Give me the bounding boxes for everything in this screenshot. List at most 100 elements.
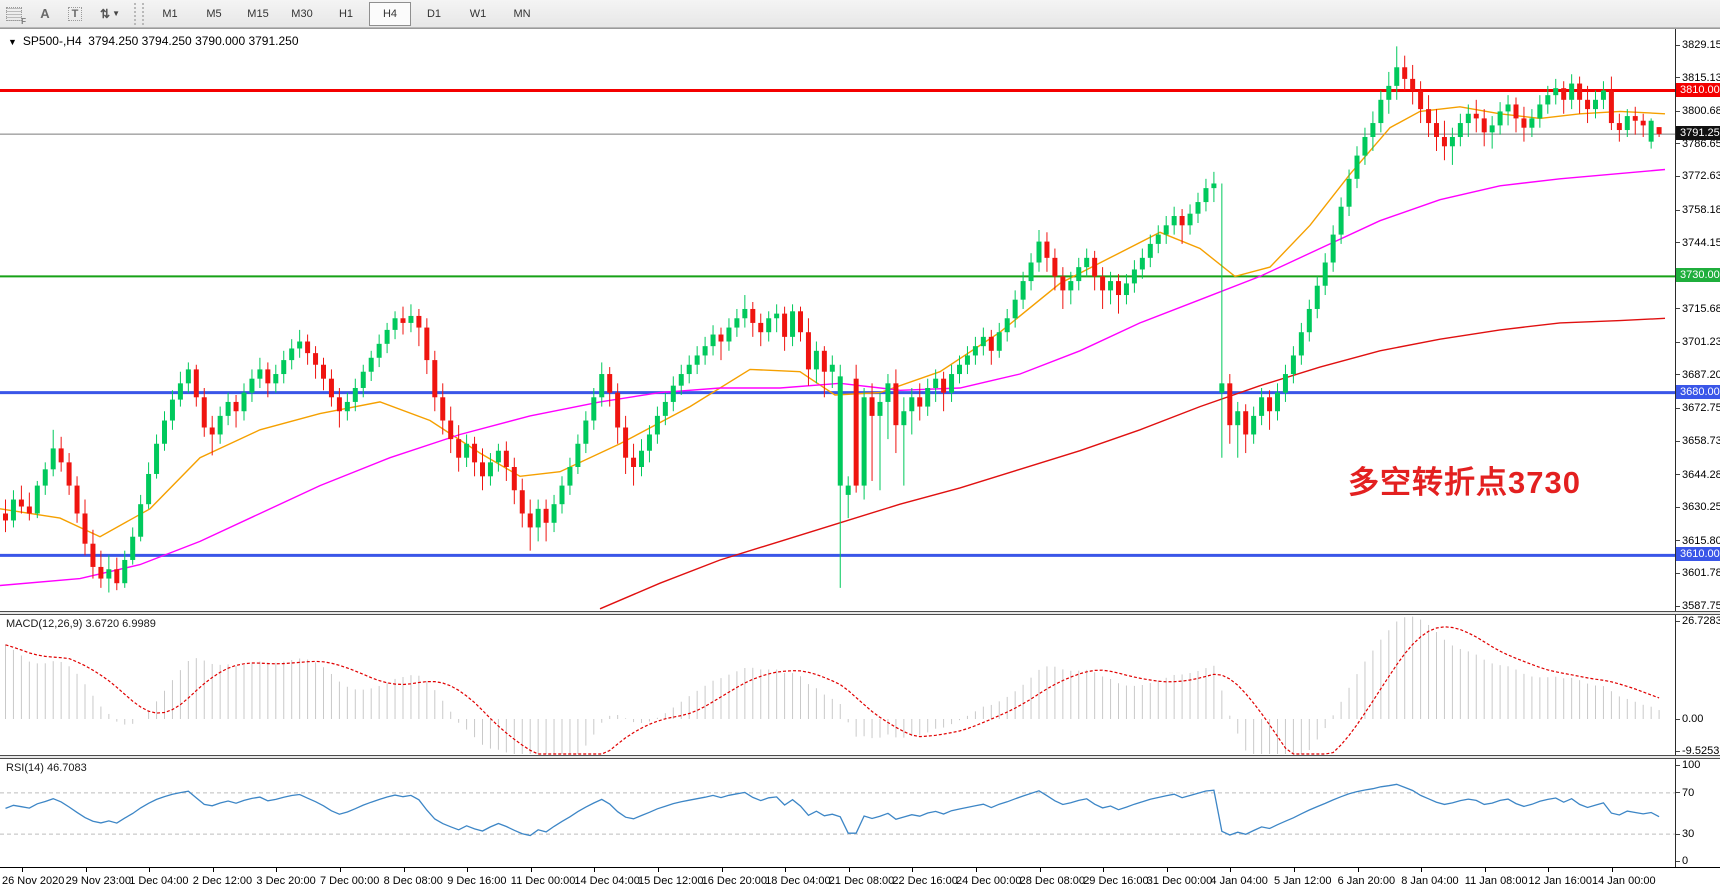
price-tick-label: 3630.255 [1680,501,1720,513]
time-axis-tick [721,868,723,872]
toolbar-drag-handle[interactable] [134,2,144,25]
candle-body [201,397,207,428]
candle [1060,267,1066,309]
timeframe-button-h4[interactable]: H4 [369,1,411,26]
candle-body [1290,355,1296,375]
arrow-tool-button[interactable]: A [30,2,60,26]
candle [42,462,48,495]
price-tick-label: 3815.130 [1680,72,1720,84]
timeframe-button-m30[interactable]: M30 [291,7,313,20]
candle [162,411,167,451]
grid-f-tool-icon[interactable]: F [0,2,30,26]
candle-body [209,427,215,435]
price-axis[interactable]: 3829.155 3815.130 3800.680 3786.655 3772.630… [1675,29,1720,612]
rsi-line [5,783,1660,837]
candle [853,364,859,493]
time-axis-label: 6 Jan 20:00 [1337,875,1396,887]
timeframe-button-h1[interactable]: H1 [338,7,354,20]
rsi-tick-label: 0 [1682,855,1689,867]
candle [1187,204,1193,235]
candle-body [1338,206,1344,235]
price-tick-label: 3758.180 [1680,204,1720,216]
candle [98,550,104,588]
candle-body [1505,104,1511,112]
candle [1481,109,1487,147]
candle [782,306,788,351]
candle [1314,276,1320,319]
candle-body [1394,67,1400,86]
candle [1624,109,1630,137]
timeframe-button-m5[interactable]: M5 [206,7,222,20]
timeframe-button-d1[interactable]: D1 [426,7,442,20]
candle-body [154,443,160,474]
ohlc-values-label: 3794.250 3794.250 3790.000 3791.250 [88,34,299,48]
candle-body [511,467,517,491]
panel-splitter[interactable] [0,755,1720,759]
time-axis-label: 12 Jan 16:00 [1528,875,1593,887]
candle [599,362,605,407]
candle [1648,118,1654,149]
candle-body [1243,411,1249,435]
candle [1290,346,1296,384]
candle [392,311,398,340]
price-tick-label: 3615.805 [1680,535,1720,547]
panel-splitter[interactable] [0,611,1720,615]
time-axis-label: 11 Jan 08:00 [1464,875,1528,887]
candle-body [861,397,867,486]
text-tool-button[interactable]: T [60,2,90,26]
time-axis-label: 8 Dec 08:00 [383,875,443,887]
arrows-icon: ⇅ [100,6,111,21]
rsi-tick-label: 30 [1682,828,1695,841]
candle [1585,85,1591,124]
candle [169,390,175,430]
candle-body [34,485,40,514]
candle-body [1513,104,1519,119]
timeframe-button-mn[interactable]: MN [513,7,531,20]
candle [511,457,517,505]
macd-tick-label: 26.7283 [1682,615,1720,627]
candle-body [782,313,788,337]
candle [1171,206,1177,235]
candle [813,341,819,384]
rsi-panel-surface[interactable] [0,759,1675,867]
time-axis-tick [1612,868,1613,872]
candle-body [821,350,827,372]
candle-body [1330,234,1336,263]
candle-body [376,343,382,358]
macd-axis[interactable]: 26.7283 0.00 -9.5253 [1675,615,1720,757]
arrows-style-button[interactable]: ⇅ ▼ [90,2,130,26]
candle-body [654,415,660,435]
candle-body [42,469,48,486]
candle [527,499,533,551]
timeframe-button-m1[interactable]: M1 [162,7,178,20]
time-axis[interactable]: 26 Nov 2020 29 Nov 23:00 1 Dec 04:00 2 Dec … [0,867,1720,895]
time-axis-label: 21 Dec 08:00 [828,875,895,887]
candle-body [1187,213,1193,226]
candle [583,411,589,454]
candle [1020,271,1026,309]
candle [1473,99,1479,133]
macd-panel-surface[interactable] [0,615,1675,755]
time-axis-label: 18 Dec 04:00 [765,875,831,887]
timeframe-button-m15[interactable]: M15 [247,7,269,20]
candle-body [106,569,112,579]
candle-body [177,383,183,400]
chevron-down-icon[interactable]: ▼ [8,37,17,47]
time-axis-label: 9 Dec 16:00 [447,875,507,887]
candle-body [1139,257,1145,270]
candle-body [726,327,732,342]
candle-body [1370,123,1376,137]
candle [82,499,88,556]
toolbar: F A T ⇅ ▼ M1 M5 M15 M30 H1 H4 D1 W1 MN [0,0,1720,28]
candle [654,406,660,444]
candle-body [1219,383,1225,393]
timeframe-button-w1[interactable]: W1 [469,7,487,20]
time-axis-tick [1230,868,1232,872]
macd-label: MACD(12,26,9) 3.6720 6.9989 [6,618,156,630]
candle-body [1624,116,1630,131]
candle [1362,127,1368,165]
candle-body [639,450,644,468]
candle-body [1267,397,1273,412]
main-chart-surface[interactable] [0,29,1675,611]
rsi-axis[interactable]: 100 70 30 0 [1675,759,1720,867]
